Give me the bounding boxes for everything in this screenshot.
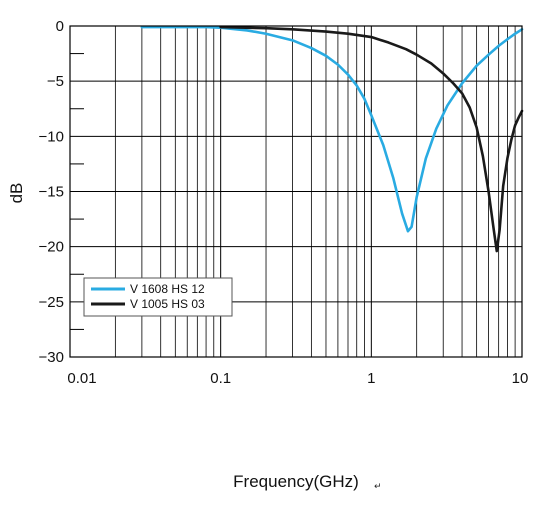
y-tick-labels: 0 −5 −10 −15 −20 −25 −30	[39, 18, 64, 366]
x-tick-label: 0.1	[210, 370, 231, 387]
y-tick-label: −10	[39, 128, 64, 145]
plot-border	[69, 25, 523, 358]
series-lines	[140, 25, 524, 253]
return-glyph-icon: ↵	[374, 482, 382, 492]
legend-label: V 1608 HS 12	[130, 282, 205, 296]
y-tick-label: −15	[39, 184, 64, 201]
x-tick-label: 0.01	[67, 370, 96, 387]
x-axis-title: Frequency(GHz)	[233, 472, 359, 491]
y-axis-title: dB	[7, 183, 26, 204]
y-tick-label: −5	[47, 73, 64, 90]
legend: V 1608 HS 12V 1005 HS 03	[83, 277, 233, 317]
x-tick-labels: 0.01 0.1 1 10	[67, 370, 528, 387]
y-tick-label: −25	[39, 294, 64, 311]
x-tick-label: 1	[367, 370, 375, 387]
y-tick-label: 0	[56, 18, 64, 35]
legend-box	[83, 277, 233, 317]
series-line	[219, 25, 524, 253]
plot-frame	[69, 25, 523, 358]
legend-label: V 1005 HS 03	[130, 297, 205, 311]
series-line	[140, 25, 524, 233]
y-tick-label: −20	[39, 239, 64, 256]
y-tick-label: −30	[39, 349, 64, 366]
x-tick-label: 10	[512, 370, 529, 387]
grid	[70, 25, 522, 358]
